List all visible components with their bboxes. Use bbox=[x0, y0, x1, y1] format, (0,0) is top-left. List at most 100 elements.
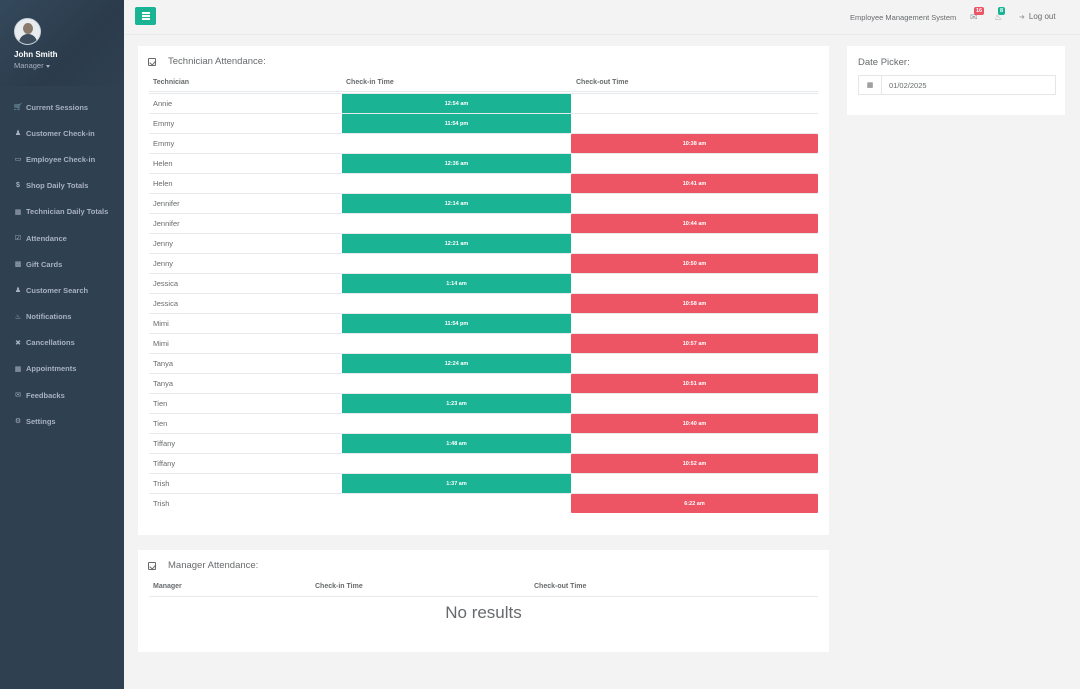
check-in-time-cell: 12:54 am bbox=[342, 94, 571, 113]
profile-role-dropdown[interactable]: Manager bbox=[14, 61, 124, 70]
logout-label: Log out bbox=[1028, 12, 1056, 21]
sign-out-icon: ➜ bbox=[1019, 14, 1025, 21]
table-row: Jessica 1:14 am bbox=[149, 273, 818, 293]
sidebar-item-label: Notifications bbox=[26, 312, 72, 322]
sidebar-item-gift-cards[interactable]: ▩ Gift Cards bbox=[0, 251, 124, 277]
bell-icon: ♨ bbox=[994, 12, 1003, 22]
check-out-time-cell: 10:51 am bbox=[571, 374, 818, 393]
check-in-time-cell: 1:37 am bbox=[342, 474, 571, 493]
sidebar-item-label: Current Sessions bbox=[26, 102, 89, 112]
technician-name: Mimi bbox=[153, 319, 169, 328]
table-row: Helen 10:41 am bbox=[149, 173, 818, 193]
sidebar-item-label: Customer Search bbox=[26, 285, 89, 295]
manager-attendance-panel: Manager Attendance: Manager Check-in Tim… bbox=[138, 550, 829, 652]
sidebar-item-label: Appointments bbox=[26, 364, 77, 374]
table-row: Mimi 10:57 am bbox=[149, 333, 818, 353]
sidebar-item-shop-daily-totals[interactable]: $ Shop Daily Totals bbox=[0, 173, 124, 199]
sidebar-item-appointments[interactable]: ▦ Appointments bbox=[0, 356, 124, 382]
technician-name: Jenny bbox=[153, 239, 174, 248]
check-in-time-cell: 1:14 am bbox=[342, 274, 571, 293]
technician-name: Helen bbox=[153, 159, 173, 168]
check-out-time-cell: 10:41 am bbox=[571, 174, 818, 193]
checkbox-icon bbox=[148, 57, 156, 66]
technician-name: Tiffany bbox=[153, 459, 176, 468]
table-icon: ▦ bbox=[14, 208, 22, 216]
check-in-time-cell: 1:48 am bbox=[342, 434, 571, 453]
table-row: Emmy 10:38 am bbox=[149, 133, 818, 153]
technician-name: Jenny bbox=[153, 259, 174, 268]
table-row: Tiffany 10:52 am bbox=[149, 453, 818, 473]
alerts-count-badge: 8 bbox=[998, 7, 1006, 15]
no-results-message: No results bbox=[445, 603, 522, 622]
profile-role[interactable]: Manager bbox=[14, 61, 44, 70]
column-header-manager[interactable]: Manager bbox=[153, 583, 182, 590]
column-header-check-in[interactable]: Check-in Time bbox=[346, 79, 394, 86]
check-in-time-cell: 12:24 am bbox=[342, 354, 571, 373]
table-row: Trish 1:37 am bbox=[149, 473, 818, 493]
checkbox-icon bbox=[148, 561, 156, 570]
technician-name: Helen bbox=[153, 179, 173, 188]
sidebar-item-customer-check-in[interactable]: ♟ Customer Check-in bbox=[0, 120, 124, 146]
sidebar-item-customer-search[interactable]: ♟ Customer Search bbox=[0, 277, 124, 303]
date-input[interactable] bbox=[882, 76, 1055, 94]
messages-button[interactable]: ✉ 16 bbox=[970, 7, 985, 23]
gift-icon: ▩ bbox=[14, 261, 22, 269]
sidebar-item-employee-check-in[interactable]: ▭ Employee Check-in bbox=[0, 146, 124, 172]
sidebar-item-label: Employee Check-in bbox=[26, 154, 96, 164]
user-search-icon: ♟ bbox=[14, 287, 22, 295]
technician-attendance-title: Technician Attendance: bbox=[168, 56, 266, 67]
check-out-time-cell: 10:40 am bbox=[571, 414, 818, 433]
sidebar-item-attendance[interactable]: ☑ Attendance bbox=[0, 225, 124, 251]
column-header-check-out[interactable]: Check-out Time bbox=[534, 583, 587, 590]
column-header-technician[interactable]: Technician bbox=[153, 79, 190, 86]
check-in-time-cell: 12:21 am bbox=[342, 234, 571, 253]
alerts-button[interactable]: ♨ 8 bbox=[994, 7, 1006, 23]
gear-icon: ⚙ bbox=[14, 418, 22, 426]
date-picker-panel: Date Picker: ▦ bbox=[847, 46, 1065, 115]
sidebar-item-label: Attendance bbox=[26, 233, 67, 243]
table-header-divider bbox=[149, 596, 818, 597]
sidebar-item-notifications[interactable]: ♨ Notifications bbox=[0, 304, 124, 330]
technician-name: Tien bbox=[153, 399, 168, 408]
check-out-time-cell: 10:50 am bbox=[571, 254, 818, 273]
laptop-icon: ▭ bbox=[14, 156, 22, 164]
logout-button[interactable]: ➜ Log out bbox=[1019, 12, 1056, 21]
column-header-check-in[interactable]: Check-in Time bbox=[315, 583, 363, 590]
sidebar-item-label: Technician Daily Totals bbox=[26, 207, 109, 217]
technician-name: Emmy bbox=[153, 119, 175, 128]
sidebar-item-current-sessions[interactable]: 🛒 Current Sessions bbox=[0, 94, 124, 120]
avatar[interactable] bbox=[14, 18, 41, 45]
comments-icon: ✉ bbox=[15, 392, 21, 400]
sidebar-item-technician-daily-totals[interactable]: ▦ Technician Daily Totals bbox=[0, 199, 124, 225]
technician-attendance-panel: Technician Attendance: Technician Check-… bbox=[138, 46, 829, 535]
sidebar-item-feedbacks[interactable]: ✉ Feedbacks bbox=[0, 382, 124, 408]
manager-attendance-title: Manager Attendance: bbox=[168, 560, 259, 571]
technician-name: Trish bbox=[153, 499, 170, 508]
profile-section: John Smith Manager bbox=[0, 0, 124, 86]
column-header-check-out[interactable]: Check-out Time bbox=[576, 79, 629, 86]
table-row: Jessica 10:58 am bbox=[149, 293, 818, 313]
sidebar-item-label: Shop Daily Totals bbox=[26, 181, 89, 191]
top-navbar: Employee Management System ✉ 16 ♨ 8 ➜ Log… bbox=[124, 0, 1080, 35]
table-row: Jenny 12:21 am bbox=[149, 233, 818, 253]
calendar-icon: ▦ bbox=[14, 365, 22, 373]
check-out-time-cell: 10:58 am bbox=[571, 294, 818, 313]
technician-name: Mimi bbox=[153, 339, 169, 348]
technician-name: Jennifer bbox=[153, 199, 180, 208]
messages-count-badge: 16 bbox=[974, 7, 985, 15]
table-header-divider bbox=[149, 91, 818, 92]
table-row: Tien 10:40 am bbox=[149, 413, 818, 433]
calendar-icon[interactable]: ▦ bbox=[859, 76, 882, 94]
sidebar-item-settings[interactable]: ⚙ Settings bbox=[0, 408, 124, 434]
menu-toggle-button[interactable] bbox=[135, 7, 156, 25]
user-icon: ♟ bbox=[14, 130, 22, 138]
table-row: Tanya 10:51 am bbox=[149, 373, 818, 393]
date-picker-field[interactable]: ▦ bbox=[858, 75, 1056, 95]
check-out-time-cell: 10:57 am bbox=[571, 334, 818, 353]
panel-title: Manager Attendance: bbox=[148, 560, 258, 571]
close-icon: ✖ bbox=[15, 339, 21, 347]
table-row: Tien 1:23 am bbox=[149, 393, 818, 413]
technician-name: Annie bbox=[153, 99, 173, 108]
table-row: Jennifer 12:14 am bbox=[149, 193, 818, 213]
sidebar-item-cancellations[interactable]: ✖ Cancellations bbox=[0, 330, 124, 356]
